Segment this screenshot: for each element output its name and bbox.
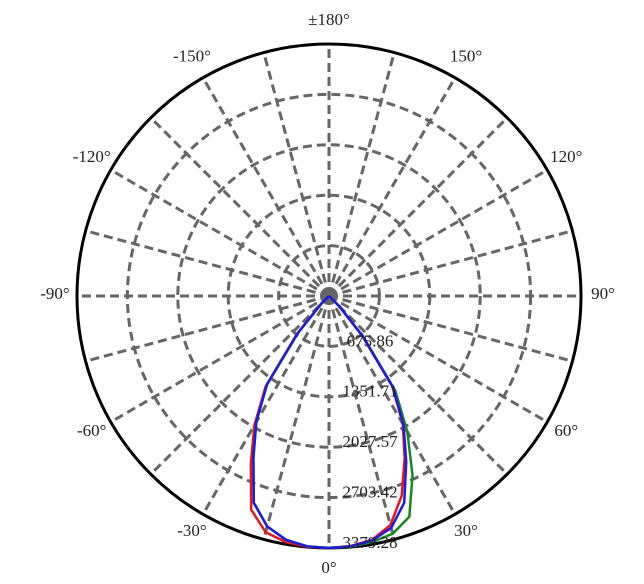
grid-ring [226, 193, 432, 399]
spoke [149, 116, 331, 298]
angle-tick-label: 90° [591, 284, 615, 303]
angle-tick-label: -60° [77, 421, 106, 440]
spoke [201, 77, 331, 297]
angle-tick-label: 150° [450, 47, 482, 66]
grid-ring [277, 244, 381, 348]
radial-tick-label: 2703.42 [342, 483, 397, 502]
angle-tick-label: -120° [73, 147, 111, 166]
spoke [110, 294, 330, 424]
spoke [327, 295, 457, 515]
spoke [262, 295, 331, 540]
radial-tick-label: 2027.57 [342, 432, 398, 451]
spoke [328, 229, 573, 298]
angle-tick-label: -150° [173, 47, 211, 66]
spoke [328, 294, 548, 424]
radial-tick-label: 675.86 [347, 331, 394, 350]
angle-tick-label: 60° [554, 421, 578, 440]
angle-tick-label: ±180° [308, 10, 350, 29]
spoke [327, 295, 396, 540]
spoke [85, 229, 330, 298]
radial-tick-label: 3379.28 [342, 533, 397, 552]
angle-tick-label: -90° [40, 284, 69, 303]
angle-tick-label: 0° [321, 558, 336, 577]
spoke [327, 52, 396, 297]
spoke [149, 294, 331, 476]
grid-ring [125, 92, 533, 500]
spoke [327, 294, 509, 476]
spoke [201, 295, 331, 515]
spoke [85, 294, 330, 363]
curve [252, 295, 408, 550]
spoke [328, 168, 548, 298]
spoke [327, 116, 509, 298]
grid-ring [176, 143, 482, 449]
angle-tick-label: -30° [177, 521, 206, 540]
spoke [328, 294, 573, 363]
spoke [110, 168, 330, 298]
angle-tick-label: 120° [550, 147, 582, 166]
angle-tick-label: 30° [454, 521, 478, 540]
radial-tick-label: 1351.71 [342, 382, 397, 401]
spoke [262, 52, 331, 297]
spoke [327, 77, 457, 297]
